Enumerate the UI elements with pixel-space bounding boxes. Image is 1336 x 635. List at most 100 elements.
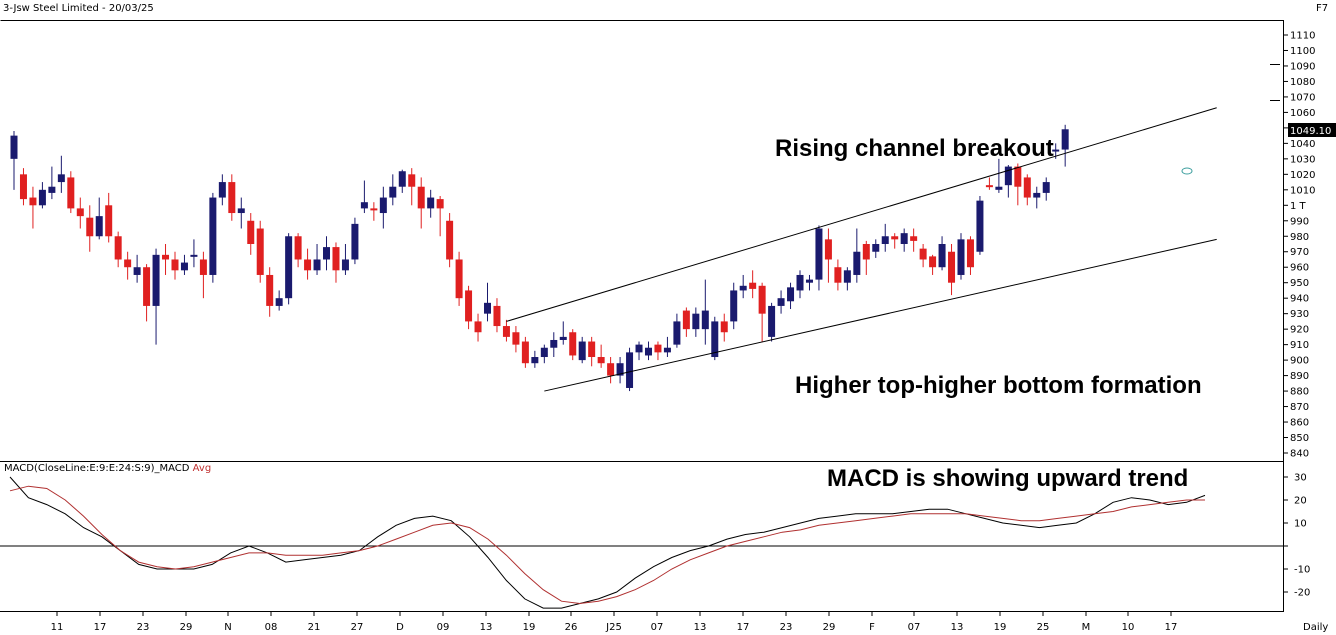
candle-body — [29, 197, 37, 206]
candle-body — [853, 251, 861, 275]
date-tick-label: 11 — [51, 622, 64, 633]
date-tick-label: 19 — [994, 622, 1007, 633]
macd-signal-line — [9, 485, 1205, 605]
candle-body — [389, 186, 397, 198]
price-tick-label: 1070 — [1290, 92, 1315, 103]
price-tick-label: 850 — [1290, 433, 1309, 444]
candle-body — [398, 171, 406, 187]
candle-body — [360, 202, 368, 209]
candle-body — [218, 182, 226, 198]
date-tick-label: N — [224, 622, 231, 633]
candle-body — [446, 220, 454, 260]
candle-body — [654, 344, 662, 353]
candle-body — [777, 298, 785, 306]
candle-body — [199, 259, 207, 275]
macd-line — [9, 476, 1206, 609]
price-tick-label: 1020 — [1290, 170, 1315, 181]
price-tick-label: 1010 — [1290, 185, 1315, 196]
candle-body — [162, 254, 170, 260]
candle-body — [484, 302, 491, 314]
candle-body — [285, 236, 293, 299]
period-label: Daily — [1303, 622, 1328, 633]
date-tick-label: 13 — [694, 622, 707, 633]
candle-body — [86, 217, 94, 237]
candle-body — [105, 205, 113, 237]
price-tick-label: 950 — [1290, 278, 1309, 289]
candle-body — [209, 197, 217, 275]
candle-body — [143, 267, 151, 306]
candle-body — [171, 259, 179, 271]
candle-body — [465, 290, 473, 322]
date-tick-label: 23 — [780, 622, 793, 633]
date-tick-label: 25 — [1037, 622, 1050, 633]
date-tick-label: 09 — [437, 622, 450, 633]
candle-body — [805, 279, 813, 283]
candle-body — [739, 285, 747, 291]
candle-body — [114, 236, 122, 260]
candle-body — [881, 236, 889, 244]
date-tick-label: 26 — [565, 622, 578, 633]
price-tick-label: 880 — [1290, 387, 1309, 398]
candle-body — [228, 182, 236, 214]
candle-body — [256, 228, 264, 275]
macd-axis: 30 20 10 -10 -20 — [0, 473, 1310, 599]
date-tick-label: 10 — [1122, 622, 1135, 633]
macd-tick-label: 30 — [1294, 473, 1307, 484]
price-tick-label: 1110 — [1290, 31, 1315, 42]
date-tick-label: D — [396, 622, 404, 633]
candle-body — [711, 321, 719, 358]
last-price-value: 1049.10 — [1290, 126, 1331, 137]
candle-body — [370, 208, 378, 211]
candle-body — [294, 236, 302, 260]
candle-body — [1004, 166, 1012, 186]
macd-tick-label: -10 — [1294, 565, 1310, 576]
candle-body — [417, 186, 425, 209]
price-tick-label: 910 — [1290, 340, 1309, 351]
price-tick-label: 1030 — [1290, 154, 1315, 165]
candle-body — [616, 363, 624, 376]
date-tick-label: 19 — [523, 622, 536, 633]
price-axis: 1110110010901080107010601050104010301020… — [1283, 31, 1315, 460]
date-tick-label: 23 — [137, 622, 150, 633]
candle-body — [76, 208, 84, 217]
price-tick-label: 1040 — [1290, 139, 1315, 150]
candle-body — [938, 244, 946, 268]
candle-body — [843, 270, 851, 283]
candle-body — [768, 305, 776, 337]
candle-body — [1042, 182, 1050, 193]
candle-body — [692, 313, 700, 330]
candle-body — [559, 336, 567, 340]
chart-frame — [0, 20, 1284, 612]
candle-body — [124, 259, 132, 268]
candle-body — [57, 174, 65, 183]
channel-lower-line — [544, 238, 1217, 392]
annotation-breakout: Rising channel breakout — [775, 135, 1054, 162]
annotation-formation: Higher top-higher bottom formation — [795, 372, 1202, 399]
price-tick-label: 870 — [1290, 402, 1309, 413]
date-tick-label: 29 — [180, 622, 193, 633]
candle-body — [19, 174, 27, 200]
candle-body — [976, 200, 984, 252]
shortcut-label: F7 — [1316, 3, 1328, 14]
macd-legend-title: MACD(CloseLine:E:9:E:24:S:9)_MACD — [4, 463, 190, 474]
last-price-tag: 1049.10 — [1288, 123, 1336, 137]
candle-body — [493, 305, 501, 327]
candle-body — [663, 347, 671, 353]
rising-channel — [506, 107, 1217, 392]
price-tick-label: 890 — [1290, 371, 1309, 382]
date-tick-label: 13 — [480, 622, 493, 633]
candle-body — [304, 259, 312, 271]
annotation-macd: MACD is showing upward trend — [827, 465, 1188, 492]
candle-body — [872, 244, 880, 252]
candle-body — [749, 282, 757, 289]
candle-body — [796, 274, 804, 291]
date-tick-label: 27 — [351, 622, 364, 633]
price-tick-label: 1060 — [1290, 108, 1315, 119]
date-tick-label: 07 — [651, 622, 664, 633]
candle-body — [247, 220, 255, 244]
price-tick-label: 990 — [1290, 216, 1309, 227]
candle-body — [985, 185, 993, 188]
candle-body — [455, 259, 463, 299]
candlestick-series — [10, 124, 1069, 392]
